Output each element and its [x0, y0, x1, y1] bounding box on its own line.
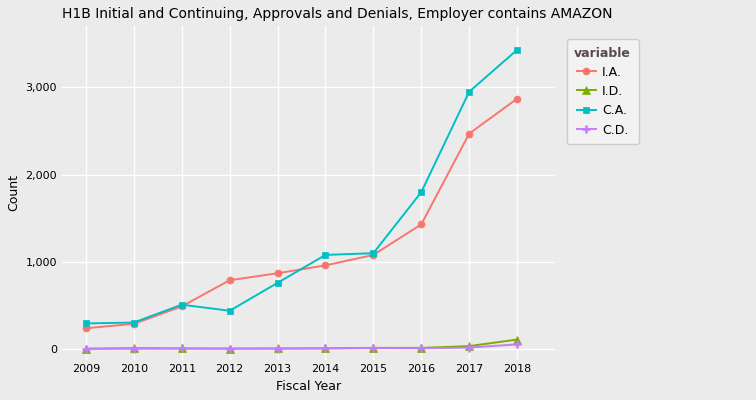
Line: I.A.: I.A. [82, 95, 521, 332]
Y-axis label: Count: Count [7, 174, 20, 212]
I.A. [225, 278, 234, 283]
I.D. [417, 346, 426, 350]
C.A. [369, 251, 378, 256]
I.A. [321, 263, 330, 268]
I.A. [82, 326, 91, 331]
C.D. [273, 346, 282, 351]
I.D. [369, 346, 378, 350]
I.A. [273, 271, 282, 276]
C.A. [129, 320, 138, 325]
I.D. [177, 346, 186, 351]
I.D. [82, 346, 91, 351]
I.A. [129, 322, 138, 326]
Line: C.D.: C.D. [82, 340, 522, 353]
C.D. [129, 346, 138, 351]
C.A. [273, 280, 282, 285]
C.D. [513, 342, 522, 347]
I.D. [129, 346, 138, 350]
I.A. [513, 96, 522, 101]
C.A. [417, 190, 426, 194]
C.A. [321, 252, 330, 257]
X-axis label: Fiscal Year: Fiscal Year [276, 380, 341, 393]
C.A. [177, 302, 186, 307]
I.D. [225, 346, 234, 351]
C.D. [465, 345, 474, 350]
Line: C.A.: C.A. [82, 46, 521, 327]
C.A. [513, 48, 522, 52]
C.D. [369, 346, 378, 350]
I.A. [369, 252, 378, 257]
I.D. [513, 337, 522, 342]
I.D. [465, 344, 474, 348]
C.A. [225, 308, 234, 313]
I.A. [465, 131, 474, 136]
C.A. [465, 89, 474, 94]
Legend: I.A., I.D., C.A., C.D.: I.A., I.D., C.A., C.D. [567, 39, 639, 144]
I.A. [177, 304, 186, 309]
I.A. [417, 222, 426, 227]
C.D. [225, 346, 234, 351]
C.D. [417, 346, 426, 351]
I.D. [321, 346, 330, 351]
I.D. [273, 346, 282, 351]
Text: H1B Initial and Continuing, Approvals and Denials, Employer contains AMAZON: H1B Initial and Continuing, Approvals an… [62, 7, 612, 21]
C.D. [177, 346, 186, 351]
C.D. [321, 346, 330, 351]
C.D. [82, 346, 91, 351]
C.A. [82, 321, 91, 326]
Line: I.D.: I.D. [82, 336, 522, 353]
